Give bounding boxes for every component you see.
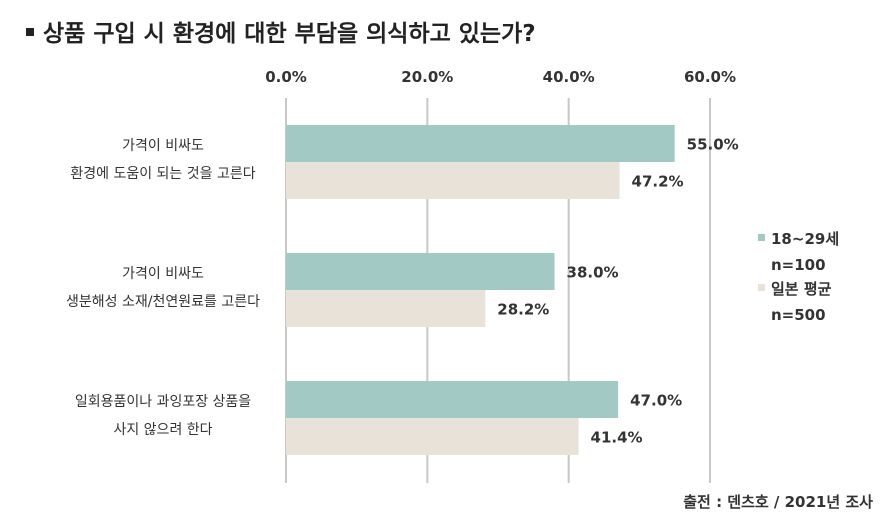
- bar: [286, 162, 620, 199]
- legend-swatch: [758, 284, 765, 291]
- title-bullet-icon: [26, 27, 34, 36]
- data-label: 55.0%: [687, 136, 739, 154]
- legend-label: 18~29세: [771, 230, 839, 248]
- legend-label: 일본 평균: [771, 280, 832, 298]
- bar: [286, 381, 619, 418]
- data-label: 41.4%: [591, 429, 643, 447]
- data-label: 47.2%: [632, 173, 684, 191]
- data-label: 28.2%: [497, 301, 549, 319]
- bar: [286, 253, 555, 290]
- category-label: 환경에 도움이 되는 것을 고른다: [70, 166, 255, 182]
- category-label: 일회용품이나 과잉포장 상품을: [75, 394, 251, 410]
- x-tick-label: 20.0%: [401, 68, 453, 86]
- bar: [286, 125, 675, 162]
- chart-title-text: 상품 구입 시 환경에 대한 부담을 의식하고 있는가?: [43, 21, 536, 47]
- data-label: 47.0%: [630, 392, 682, 410]
- bar: [286, 418, 579, 455]
- data-label: 38.0%: [567, 264, 619, 282]
- legend-note: n=500: [771, 306, 826, 324]
- x-tick-label: 60.0%: [684, 68, 736, 86]
- category-label: 가격이 비싸도: [122, 138, 204, 154]
- chart-title: 상품 구입 시 환경에 대한 부담을 의식하고 있는가?: [26, 14, 536, 48]
- x-tick-label: 0.0%: [265, 68, 307, 86]
- category-label: 가격이 비싸도: [122, 266, 204, 282]
- legend-swatch: [758, 234, 765, 241]
- category-label: 사지 않으려 한다: [113, 422, 212, 438]
- source-note: 출전 : 덴츠호 / 2021년 조사: [683, 493, 873, 511]
- category-label: 생분해성 소재/천연원료를 고른다: [66, 294, 260, 310]
- x-tick-label: 40.0%: [543, 68, 595, 86]
- bar: [286, 290, 486, 327]
- legend-note: n=100: [771, 256, 826, 274]
